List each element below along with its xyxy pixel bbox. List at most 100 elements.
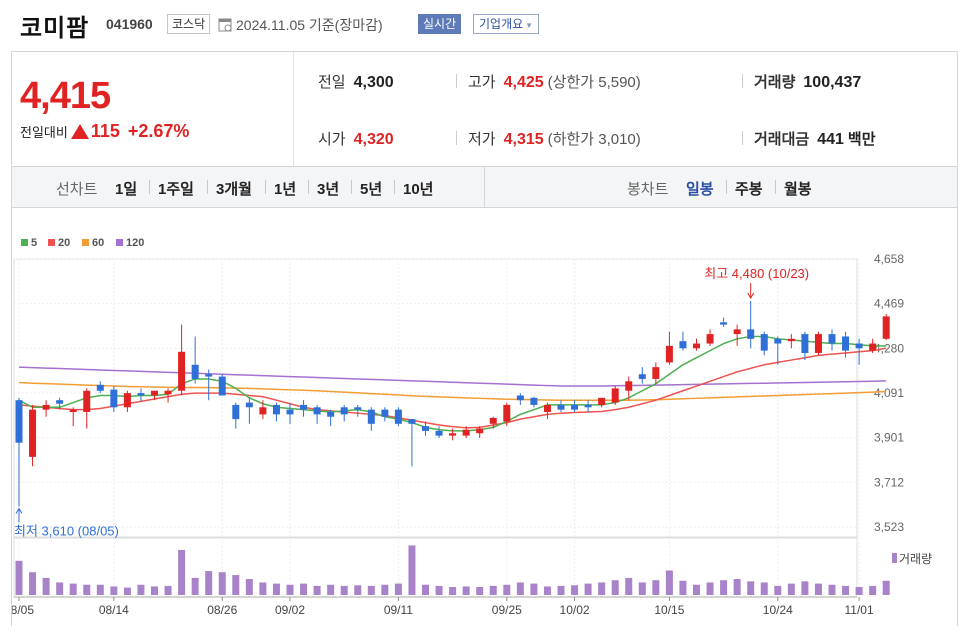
volume-bar	[83, 584, 91, 595]
prev-close: 전일 4,300	[318, 71, 394, 92]
candle-chart-label: 봉차트	[627, 181, 669, 198]
change-label: 전일대비	[20, 125, 68, 140]
legend-label: 20	[58, 237, 70, 249]
divider	[351, 180, 352, 194]
candle-body	[516, 395, 524, 401]
candle-body	[842, 336, 850, 351]
candle-body	[571, 404, 579, 410]
period-3m[interactable]: 3개월	[216, 181, 252, 198]
high-annotation: 최고 4,480 (10/23)	[704, 266, 809, 281]
volume-bar	[855, 587, 863, 595]
volume-bar	[733, 579, 741, 595]
x-tick-label: 09/11	[384, 603, 413, 617]
amount-label: 거래대금	[754, 131, 810, 148]
low-annotation: 최저 3,610 (08/05)	[14, 523, 119, 538]
legend-label: 60	[92, 237, 104, 249]
volume-bar	[665, 570, 673, 595]
candle-body	[747, 329, 755, 339]
volume-bar	[164, 585, 172, 595]
candle-body	[327, 412, 335, 417]
volume-bar	[381, 584, 389, 595]
divider	[207, 180, 208, 194]
volume-bar	[571, 585, 579, 595]
base-date: 2024.11.05 기준(장마감)	[236, 17, 383, 33]
volume-bar	[42, 577, 50, 595]
volume-label: 거래량	[754, 74, 796, 91]
ma120-line	[18, 366, 887, 387]
high-value: 4,425	[503, 74, 544, 91]
y-tick-label: 4,091	[874, 386, 904, 400]
company-overview-label: 기업개요	[479, 17, 524, 31]
candle-body	[733, 329, 741, 335]
volume-bar	[327, 584, 335, 595]
candle-body	[313, 407, 321, 415]
candle-body	[449, 433, 457, 436]
divider	[293, 52, 294, 166]
period-1d[interactable]: 1일	[115, 181, 138, 198]
volume-bar	[462, 586, 470, 595]
realtime-button[interactable]: 실시간	[418, 14, 462, 34]
company-overview-button[interactable]: 기업개요 ▼	[473, 14, 540, 34]
price-summary: 4,415 전일대비 115 +2.67% 전일 4,300 고가 4,425 …	[11, 51, 958, 166]
current-price: 4,415	[20, 75, 111, 117]
period-10y[interactable]: 10년	[403, 181, 434, 198]
volume-bar	[69, 583, 77, 595]
volume-value: 100,437	[803, 74, 862, 91]
candle-body	[164, 390, 172, 395]
divider	[742, 131, 743, 145]
volume-bar	[747, 581, 755, 595]
volume-legend-swatch	[892, 553, 897, 563]
period-toolbar: 선차트 1일 1주일 3개월 1년 3년 5년 10년 봉차트 일봉 주봉 월봉	[11, 166, 958, 208]
candle-body	[123, 393, 131, 408]
candle-body	[245, 402, 253, 408]
period-3y[interactable]: 3년	[317, 181, 340, 198]
legend-swatch	[21, 239, 28, 246]
volume-bar	[679, 580, 687, 595]
volume-legend-label: 거래량	[899, 552, 932, 566]
volume-bar	[245, 579, 253, 595]
candle-monthly[interactable]: 월봉	[784, 181, 812, 198]
period-1w[interactable]: 1주일	[158, 181, 194, 198]
candle-body	[503, 404, 511, 422]
period-5y[interactable]: 5년	[360, 181, 383, 198]
open-value: 4,320	[353, 131, 394, 148]
volume-bar	[300, 583, 308, 595]
volume-bar	[476, 587, 484, 595]
volume-bar	[15, 560, 23, 595]
volume-bar	[286, 584, 294, 595]
candle-daily[interactable]: 일봉	[686, 181, 714, 198]
volume-bar	[449, 587, 457, 595]
candle-body	[530, 397, 538, 405]
x-tick-label: 08/26	[207, 603, 237, 617]
candle-body	[354, 407, 362, 410]
candle-body	[137, 393, 145, 396]
volume-bar	[638, 582, 646, 595]
y-tick-label: 4,658	[874, 252, 904, 266]
volume-bar	[56, 582, 64, 595]
divider	[456, 74, 457, 88]
volume-bar	[205, 571, 213, 595]
high-label: 고가	[468, 74, 496, 91]
volume-bar	[259, 582, 267, 595]
volume-bar	[516, 582, 524, 595]
candle-body	[83, 390, 91, 413]
divider	[394, 180, 395, 194]
candle-weekly[interactable]: 주봉	[735, 181, 763, 198]
price-change: 전일대비 115 +2.67%	[20, 121, 189, 142]
volume-bar	[340, 585, 348, 595]
volume-bar	[29, 572, 37, 595]
period-1y[interactable]: 1년	[274, 181, 297, 198]
candle-body	[422, 426, 429, 431]
candle-body	[286, 409, 294, 415]
volume-bar	[151, 586, 158, 595]
candle-body	[56, 400, 64, 404]
volume-bar	[598, 582, 606, 595]
volume-bar	[557, 585, 565, 595]
candle-body	[611, 388, 619, 403]
volume-bar	[178, 549, 186, 595]
candle-body	[828, 334, 836, 344]
candle-body	[543, 404, 551, 413]
chevron-down-icon: ▼	[525, 21, 534, 30]
low-value: 4,315	[503, 131, 544, 148]
up-triangle-icon	[70, 124, 89, 139]
